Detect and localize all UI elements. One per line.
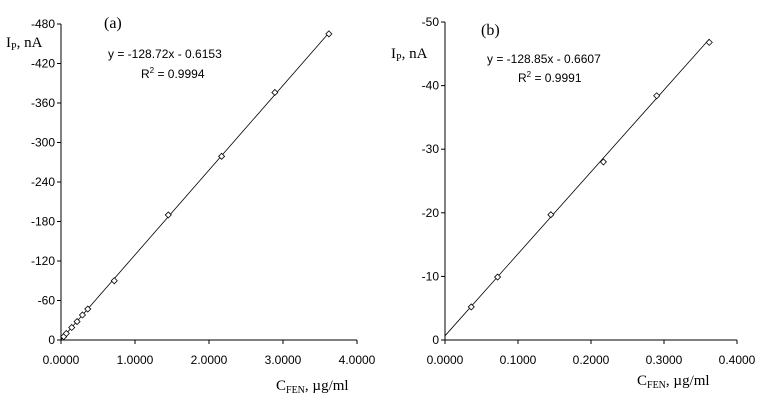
panel-a-y-tick-label: -120 [31, 254, 55, 268]
panel-a-data-point [62, 329, 70, 338]
panel-b-r-squared: R2 = 0.9991 [518, 70, 582, 85]
panel-a-data-point [110, 277, 118, 285]
panel-b-y-tick-label: 0 [432, 333, 439, 347]
panel-a-data-point [84, 305, 92, 313]
panel-a-equation: y = -128.72x - 0.6153 [108, 47, 222, 61]
panel-a-r-squared: R2 = 0.9994 [141, 66, 205, 81]
panel-b-fit-line [444, 38, 710, 337]
panel-a-y-tick-label: -420 [31, 57, 55, 71]
panel-b-data-point [653, 92, 661, 100]
panel-b-y-tick-label: -10 [422, 269, 440, 283]
panel-a-fit-line [60, 32, 330, 340]
panel-b-data-point [705, 38, 713, 46]
panel-a-data-point [271, 88, 279, 97]
panel-a-chart: (a) IP, nA CFEN, µg/ml y = -128.72x - 0.… [6, 15, 376, 396]
panel-a-x-tick-label: 3.0000 [265, 353, 302, 367]
panel-b-chart: (b) IP, nA CFEN, µg/ml y = -128.85x - 0.… [391, 15, 756, 391]
panel-b-x-tick-label: 0.3000 [646, 353, 683, 367]
panel-b-data-point [599, 158, 607, 166]
panel-a-ylabel: IP, nA [6, 35, 43, 53]
panel-a-y-tick-label: 0 [48, 333, 55, 347]
panel-b-y-tick-label: -20 [422, 206, 440, 220]
panel-a-xlabel: CFEN, µg/ml [276, 378, 349, 396]
panel-a-data-point [68, 323, 76, 332]
panel-b-data-point [493, 273, 502, 281]
panel-b-xlabel: CFEN, µg/ml [637, 373, 710, 391]
panel-a-y-tick-label: -180 [31, 215, 55, 229]
panel-a-y-tick-label: -240 [31, 175, 55, 189]
panel-a-y-tick-label: -60 [38, 294, 56, 308]
panel-b-y-tick-label: -30 [422, 142, 440, 156]
panel-a-data-point [325, 30, 333, 38]
panel-b-x-tick-label: 0.0000 [427, 353, 464, 367]
panel-b-data-point [467, 303, 475, 311]
panel-a-y-tick-label: -480 [31, 17, 55, 31]
panel-b-y-tick-label: -50 [422, 15, 440, 29]
panel-a-y-tick-label: -360 [31, 96, 55, 110]
panel-b-ylabel: IP, nA [391, 46, 428, 64]
panel-a-data-point [78, 311, 87, 319]
panel-a-x-tick-label: 1.0000 [117, 353, 154, 367]
panel-a-x-tick-label: 4.0000 [339, 353, 376, 367]
panel-a-y-tick-label: -300 [31, 136, 55, 150]
panel-b-y-tick-label: -40 [422, 79, 440, 93]
panel-a-label: (a) [104, 15, 122, 32]
panel-b-data-point [547, 211, 555, 219]
panel-b-equation: y = -128.85x - 0.6607 [487, 52, 601, 66]
panel-b-x-tick-label: 0.1000 [500, 353, 537, 367]
panel-a-data-point [164, 211, 172, 219]
panel-a-data-point [73, 318, 81, 326]
panel-a-x-tick-label: 2.0000 [191, 353, 228, 367]
panel-b-label: (b) [481, 22, 500, 39]
panel-a-x-tick-label: 0.0000 [43, 353, 80, 367]
panel-a-data-point [218, 152, 226, 160]
panel-b-x-tick-label: 0.2000 [573, 353, 610, 367]
panel-b-x-tick-label: 0.4000 [719, 353, 756, 367]
